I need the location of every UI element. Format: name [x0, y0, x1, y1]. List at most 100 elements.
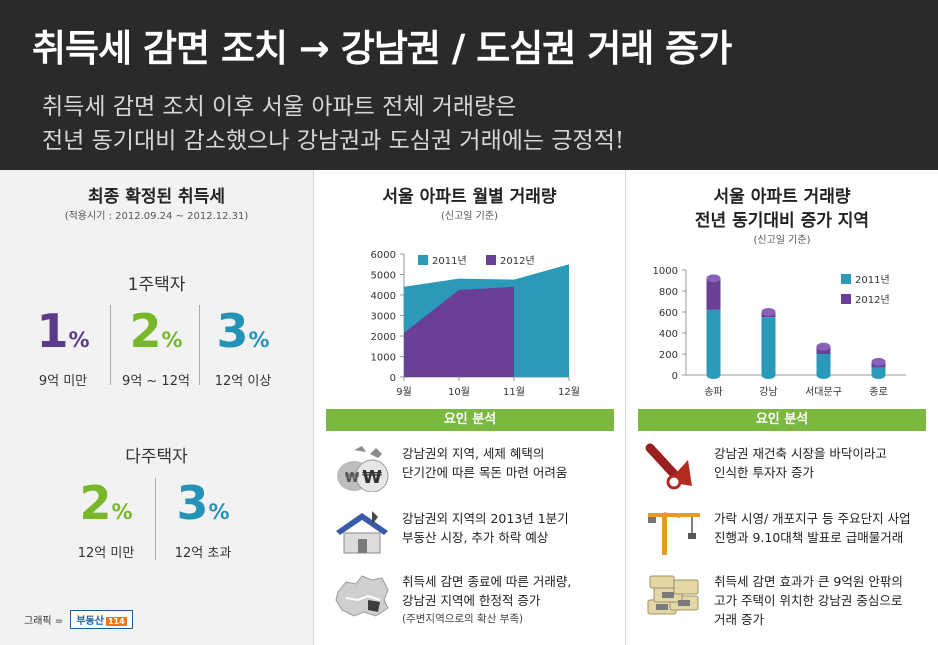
rate-unit: %	[248, 328, 270, 352]
legend-swatch	[486, 255, 496, 265]
factor-line: 취득세 감면 효과가 큰 9억원 안팎의	[714, 574, 903, 589]
monthly-panel-note: (신고일 기준)	[441, 211, 498, 222]
factor-text: 취득세 감면 종료에 따른 거래량, 강남권 지역에 한정적 증가 (주변지역으…	[402, 572, 571, 629]
rate-value: 3	[176, 476, 209, 530]
rate-value: 3	[216, 304, 249, 358]
y-tick-label: 200	[659, 350, 678, 361]
y-tick-label: 1000	[653, 266, 678, 277]
monthly-volume-panel: 서울 아파트 월별 거래량 (신고일 기준) 0 1000 2000 3000 4000…	[313, 170, 625, 645]
seoul-map-icon	[335, 575, 389, 617]
rate-unit: %	[111, 500, 133, 524]
brand-logo: 부동산 114	[70, 610, 133, 629]
rate-divider	[199, 305, 200, 385]
rate-divider	[110, 305, 111, 385]
brand-tag: 114	[105, 617, 127, 626]
rate-range-label: 12억 초과	[174, 546, 232, 561]
legend-label: 2012년	[500, 255, 535, 267]
y-tick-label: 0	[672, 371, 678, 382]
legend-swatch	[418, 255, 428, 265]
bar-2012	[706, 278, 721, 310]
increase-panel-note: (신고일 기준)	[753, 235, 811, 246]
factor-header-bar: 요인 분석	[326, 409, 614, 431]
bar-base	[761, 371, 776, 379]
x-tick-label: 강남	[759, 386, 777, 398]
y-tick-label: 6000	[371, 250, 396, 261]
rate-range-label: 9억 ~ 12억	[122, 374, 190, 389]
brand-name: 부동산	[76, 616, 104, 627]
series-area-2	[404, 286, 514, 377]
rate-single-3: 3%	[200, 308, 286, 354]
rate-multi-2: 3%	[160, 480, 246, 526]
crane-icon	[648, 512, 700, 555]
subtitle-line-1: 취득세 감면 조치 이후 서울 아파트 전체 거래량은	[42, 94, 517, 120]
rate-unit: %	[208, 500, 230, 524]
factor-text: 강남권외 지역, 세제 혜택의 단기간에 따른 목돈 마련 어려움	[402, 444, 567, 482]
factor-line: 부동산 시장, 추가 하락 예상	[402, 530, 549, 545]
rate-value: 2	[79, 476, 112, 530]
header-banner: 취득세 감면 조치 → 강남권 / 도심권 거래 증가 취득세 감면 조치 이후…	[0, 0, 938, 170]
tax-period-note: (적용시기 : 2012.09.24 ~ 2012.12.31)	[64, 211, 249, 222]
x-tick-label: 9월	[396, 386, 412, 398]
main-title: 취득세 감면 조치 → 강남권 / 도심권 거래 증가	[32, 27, 732, 70]
money-bag-icon: ₩ ₩	[337, 446, 389, 492]
rate-divider	[155, 478, 156, 560]
svg-text:₩: ₩	[345, 471, 360, 486]
factor-text: 강남권외 지역의 2013년 1분기 부동산 시장, 추가 하락 예상	[402, 509, 569, 547]
bar-2011	[706, 309, 721, 375]
rate-range-label: 9억 미만	[38, 374, 88, 389]
bar-2012-cap	[816, 342, 831, 351]
rate-value: 2	[129, 304, 162, 358]
y-tick-label: 2000	[371, 332, 396, 343]
y-tick-label: 800	[659, 287, 678, 298]
factor-line: 단기간에 따른 목돈 마련 어려움	[402, 465, 568, 480]
factor-subnote: (주변지역으로의 확산 부족)	[402, 613, 524, 625]
x-tick-label: 송파	[704, 386, 722, 398]
multi-home-label: 다주택자	[125, 447, 188, 467]
region-bar-chart: 0 200 400 600 800 1000 송파 강남 서대문구 종로 2011년 2012년	[653, 266, 906, 398]
legend-swatch	[841, 294, 851, 304]
rate-single-1: 1%	[20, 308, 106, 354]
legend-swatch	[841, 274, 851, 284]
factor-line: 강남권외 지역의 2013년 1분기	[402, 511, 569, 526]
legend-label: 2012년	[855, 294, 890, 306]
increase-title-line-1: 서울 아파트 거래량	[713, 187, 851, 207]
factor-text: 가락 시영/ 개포지구 등 주요단지 사업 진행과 9.10대책 발표로 급매물…	[714, 509, 911, 547]
rising-arrow-icon	[645, 443, 692, 490]
factor-line: 고가 주택이 위치한 강남권 중심으로	[714, 593, 903, 608]
x-tick-label: 12월	[558, 386, 580, 398]
rate-multi-1: 2%	[63, 480, 149, 526]
y-tick-label: 5000	[371, 271, 396, 282]
factor-text: 취득세 감면 효과가 큰 9억원 안팎의 고가 주택이 위치한 강남권 중심으로…	[714, 572, 903, 629]
factor-header-bar: 요인 분석	[638, 409, 926, 431]
rate-single-2: 2%	[113, 308, 199, 354]
increase-region-panel: 서울 아파트 거래량 전년 동기대비 증가 지역 (신고일 기준) 0 200 40…	[625, 170, 938, 645]
factor-line: 가락 시영/ 개포지구 등 주요단지 사업	[714, 511, 911, 526]
monthly-panel-title: 서울 아파트 월별 거래량	[382, 187, 557, 207]
svg-text:₩: ₩	[362, 467, 382, 488]
credit-label: 그래픽 =	[24, 616, 64, 627]
x-tick-label: 종로	[869, 386, 887, 398]
tax-panel-title: 최종 확정된 취득세	[88, 187, 225, 207]
factor-line: 강남권 지역에 한정적 증가	[402, 593, 541, 608]
x-tick-label: 11월	[503, 386, 525, 398]
subtitle: 취득세 감면 조치 이후 서울 아파트 전체 거래량은 전년 동기대비 감소했으…	[42, 90, 624, 158]
y-tick-label: 3000	[371, 312, 396, 323]
subtitle-line-2: 전년 동기대비 감소했으나 강남권과 도심권 거래에는 긍정적!	[42, 128, 625, 154]
bar-base	[816, 371, 831, 379]
cash-stack-icon	[647, 575, 699, 615]
legend-label: 2011년	[855, 274, 890, 286]
rate-unit: %	[68, 328, 90, 352]
factor-line: 취득세 감면 종료에 따른 거래량,	[402, 574, 572, 589]
y-tick-label: 4000	[371, 291, 396, 302]
factor-line: 인식한 투자자 증가	[714, 465, 814, 480]
bar-2011	[761, 317, 776, 375]
x-tick-label: 10월	[448, 386, 470, 398]
legend-label: 2011년	[432, 255, 467, 267]
factor-line: 강남권 재건축 시장을 바닥이라고	[714, 446, 887, 461]
factor-line: 거래 증가	[714, 612, 764, 627]
house-icon	[336, 511, 388, 554]
monthly-area-chart: 0 1000 2000 3000 4000 5000 6000 9월 10월 11월 12월 2011…	[371, 250, 580, 398]
bar-2011	[816, 354, 831, 375]
y-tick-label: 1000	[371, 353, 396, 364]
graphic-credit: 그래픽 = 부동산 114	[24, 610, 133, 629]
